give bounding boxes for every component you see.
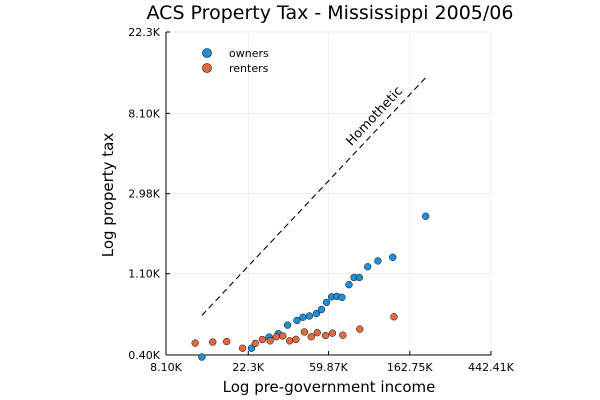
- renters-point: [191, 339, 199, 347]
- y-tick-label: 1.10K: [128, 268, 160, 281]
- x-tick-label: 22.3K: [232, 361, 264, 374]
- owners-point: [283, 321, 292, 329]
- renters-point: [238, 344, 247, 352]
- renters-point: [328, 329, 337, 337]
- renters-point: [356, 325, 364, 333]
- legend-label-owners: owners: [229, 47, 269, 60]
- x-tick-label: 8.10K: [150, 361, 182, 374]
- owners-point: [322, 298, 331, 307]
- renters-point: [285, 337, 294, 345]
- owners-point: [198, 353, 206, 361]
- x-tick-label: 442.41K: [468, 361, 514, 374]
- renters-point: [300, 328, 309, 336]
- series-renters: [191, 313, 398, 352]
- owners-point: [355, 273, 363, 282]
- renters-point: [272, 333, 280, 341]
- owners-point: [247, 344, 256, 352]
- y-tick-label: 0.40K: [128, 349, 160, 362]
- renters-point: [321, 331, 330, 340]
- x-tick-labels: 8.10K 22.3K 59.87K 162.75K 442.41K: [150, 361, 514, 374]
- legend-label-renters: renters: [229, 62, 269, 75]
- renters-point: [339, 331, 347, 339]
- y-tick-label: 8.10K: [128, 107, 160, 120]
- owners-point: [364, 263, 372, 271]
- renters-point: [209, 338, 217, 346]
- owners-point: [338, 293, 346, 301]
- owners-point: [299, 313, 307, 321]
- y-axis-label: Log property tax: [99, 133, 117, 258]
- renters-point: [266, 337, 274, 345]
- renters-point: [390, 313, 398, 321]
- y-tick-labels: 0.40K 1.10K 2.98K 8.10K 22.3K: [128, 26, 160, 362]
- owners-point: [293, 316, 301, 325]
- renters-point: [279, 332, 287, 340]
- x-tick-label: 162.75K: [387, 361, 433, 374]
- renters-point: [251, 339, 259, 348]
- axes: [165, 31, 492, 356]
- renters-point: [223, 337, 231, 346]
- chart-title: ACS Property Tax - Mississippi 2005/06: [147, 2, 514, 24]
- owners-point: [345, 281, 353, 289]
- owners-point: [312, 309, 321, 318]
- owners-point: [422, 212, 430, 220]
- y-tick-label: 22.3K: [128, 26, 160, 39]
- owners-point: [389, 253, 397, 261]
- legend-marker-owners: [202, 48, 212, 58]
- legend: owners renters: [202, 47, 269, 75]
- legend-marker-renters: [202, 63, 212, 73]
- x-axis-label: Log pre-government income: [223, 378, 436, 396]
- x-tick-label: 59.87K: [309, 361, 348, 374]
- renters-point: [307, 333, 315, 341]
- owners-point: [374, 257, 382, 265]
- series-owners: [198, 212, 430, 361]
- owners-point: [317, 305, 326, 314]
- y-tick-label: 2.98K: [128, 188, 160, 201]
- owners-point: [305, 312, 314, 320]
- homothetic-reference-line: [201, 75, 428, 316]
- renters-point: [313, 329, 321, 337]
- renters-point: [258, 335, 266, 344]
- renters-point: [292, 335, 300, 344]
